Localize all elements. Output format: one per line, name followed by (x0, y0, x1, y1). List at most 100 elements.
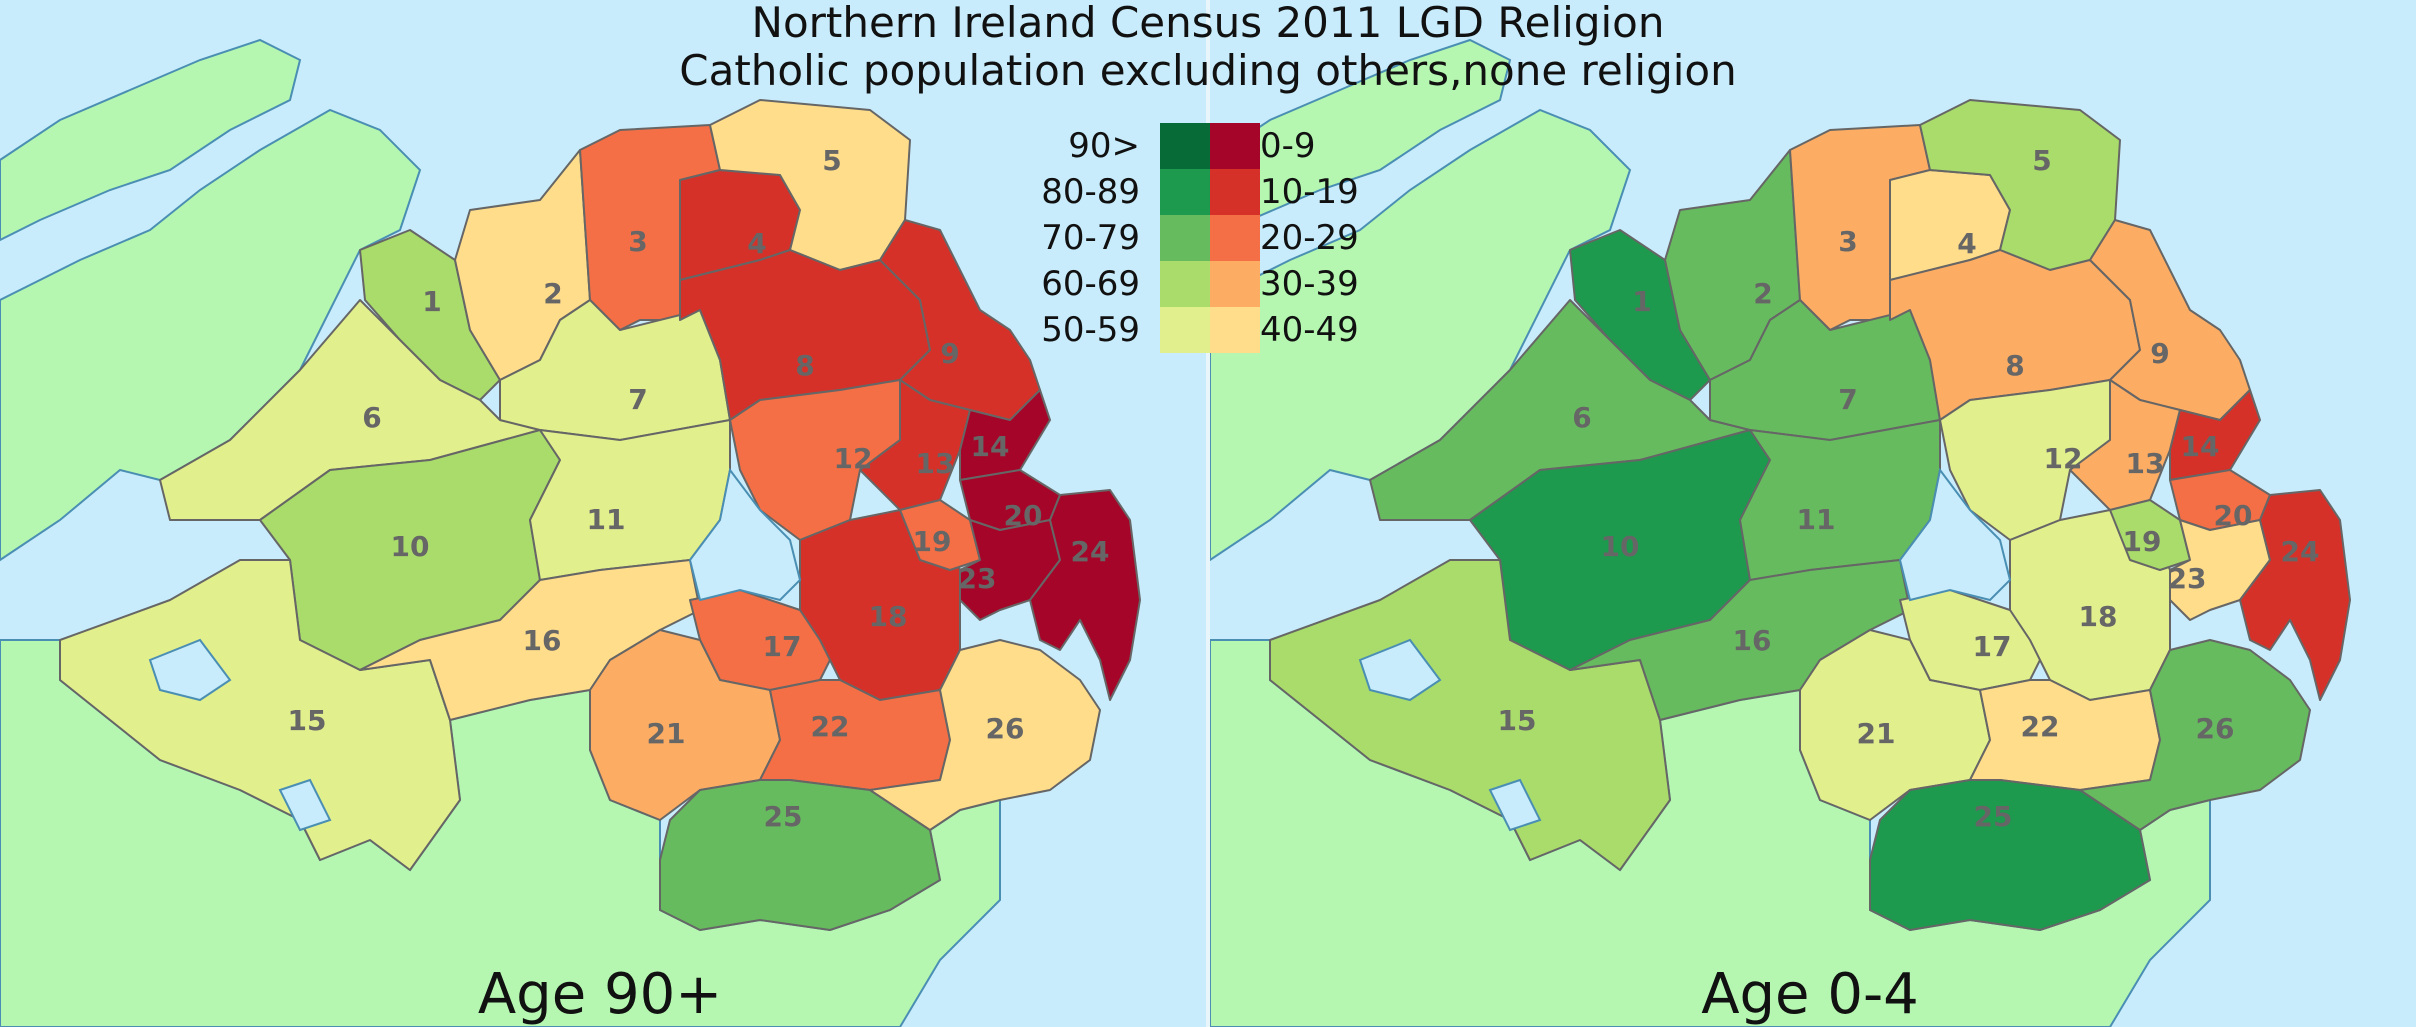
district-label-4: 4 (1957, 227, 1976, 260)
district-label-16: 16 (1733, 624, 1772, 657)
legend-swatch-green (1160, 123, 1210, 169)
legend-label: 30-39 (1260, 264, 1359, 304)
district-label-26: 26 (2196, 712, 2235, 745)
panel-label-right: Age 0-4 (1701, 962, 1919, 1027)
district-26 (2079, 639, 2311, 831)
map-subtitle: Catholic population excluding others,non… (679, 46, 1737, 95)
district-label-10: 10 (391, 530, 430, 563)
district-25 (659, 779, 941, 931)
district-14 (2169, 389, 2261, 481)
district-label-12: 12 (834, 442, 873, 475)
district-label-7: 7 (628, 383, 647, 416)
district-label-23: 23 (958, 562, 997, 595)
legend-red-labels: 0-9 10-19 20-29 30-39 40-49 (1260, 123, 1370, 353)
legend-swatch-red (1210, 307, 1260, 353)
legend (1160, 123, 1260, 353)
district-15 (59, 559, 461, 871)
district-label-13: 13 (2126, 447, 2165, 480)
map-title: Northern Ireland Census 2011 LGD Religio… (751, 0, 1665, 47)
district-label-19: 19 (2123, 525, 2162, 558)
legend-swatch-green (1160, 307, 1210, 353)
legend-swatch-green (1160, 215, 1210, 261)
panel-divider (1206, 0, 1210, 1027)
district-label-24: 24 (2281, 535, 2320, 568)
district-label-21: 21 (647, 717, 686, 750)
lake (278, 778, 332, 832)
district-1 (1569, 229, 1711, 401)
land-mass (0, 38, 302, 242)
district-label-20: 20 (2214, 499, 2253, 532)
district-label-21: 21 (1857, 717, 1896, 750)
legend-label: 50-59 (1041, 310, 1140, 350)
district-26 (869, 639, 1101, 831)
district-16 (359, 559, 701, 721)
legend-swatch-red (1210, 169, 1260, 215)
district-12 (1939, 379, 2141, 541)
district-label-9: 9 (940, 337, 959, 370)
legend-green-labels: 90> 80-89 70-79 60-69 50-59 (1040, 123, 1140, 353)
district-label-22: 22 (2021, 710, 2060, 743)
district-label-20: 20 (1004, 499, 1043, 532)
district-16 (1569, 559, 1911, 721)
district-label-6: 6 (1572, 401, 1591, 434)
district-label-3: 3 (628, 225, 647, 258)
district-label-17: 17 (763, 630, 802, 663)
district-label-18: 18 (2079, 600, 2118, 633)
district-label-2: 2 (1753, 277, 1772, 310)
panel-label-left: Age 90+ (477, 962, 723, 1027)
district-label-13: 13 (916, 447, 955, 480)
legend-label: 40-49 (1260, 310, 1359, 350)
district-label-11: 11 (1797, 503, 1836, 536)
legend-label: 60-69 (1041, 264, 1140, 304)
district-label-14: 14 (971, 430, 1010, 463)
district-label-19: 19 (913, 525, 952, 558)
district-label-1: 1 (1632, 285, 1651, 318)
district-label-11: 11 (587, 503, 626, 536)
district-12 (729, 379, 931, 541)
district-label-26: 26 (986, 712, 1025, 745)
district-label-25: 25 (764, 800, 803, 833)
district-label-14: 14 (2181, 430, 2220, 463)
district-23 (959, 519, 1061, 621)
district-label-25: 25 (1974, 800, 2013, 833)
district-25 (1869, 779, 2151, 931)
legend-swatch-red (1210, 261, 1260, 307)
legend-label: 10-19 (1260, 172, 1359, 212)
district-label-16: 16 (523, 624, 562, 657)
land-mass (0, 108, 422, 562)
district-14 (959, 389, 1051, 481)
district-22 (759, 679, 951, 791)
legend-label: 20-29 (1260, 218, 1359, 258)
lake (1358, 638, 1442, 702)
legend-swatch-red (1210, 123, 1260, 169)
district-24 (1029, 489, 1141, 701)
district-label-12: 12 (2044, 442, 2083, 475)
district-23 (2169, 519, 2271, 621)
district-label-2: 2 (543, 277, 562, 310)
legend-swatch-green (1160, 169, 1210, 215)
district-label-9: 9 (2150, 337, 2169, 370)
lake (1488, 778, 1542, 832)
district-label-8: 8 (2005, 349, 2024, 382)
district-label-3: 3 (1838, 225, 1857, 258)
legend-swatch-red (1210, 215, 1260, 261)
district-label-17: 17 (1973, 630, 2012, 663)
lake (688, 467, 802, 602)
district-24 (2239, 489, 2351, 701)
district-label-18: 18 (869, 600, 908, 633)
legend-label: 90> (1068, 126, 1140, 166)
district-1 (359, 229, 501, 401)
land-mass (1209, 108, 1632, 562)
district-label-15: 15 (288, 704, 327, 737)
district-label-8: 8 (795, 349, 814, 382)
district-label-23: 23 (2168, 562, 2207, 595)
district-label-5: 5 (2032, 144, 2051, 177)
district-label-15: 15 (1498, 704, 1537, 737)
lake (148, 638, 232, 702)
district-label-7: 7 (1838, 383, 1857, 416)
district-label-22: 22 (811, 710, 850, 743)
district-15 (1269, 559, 1671, 871)
